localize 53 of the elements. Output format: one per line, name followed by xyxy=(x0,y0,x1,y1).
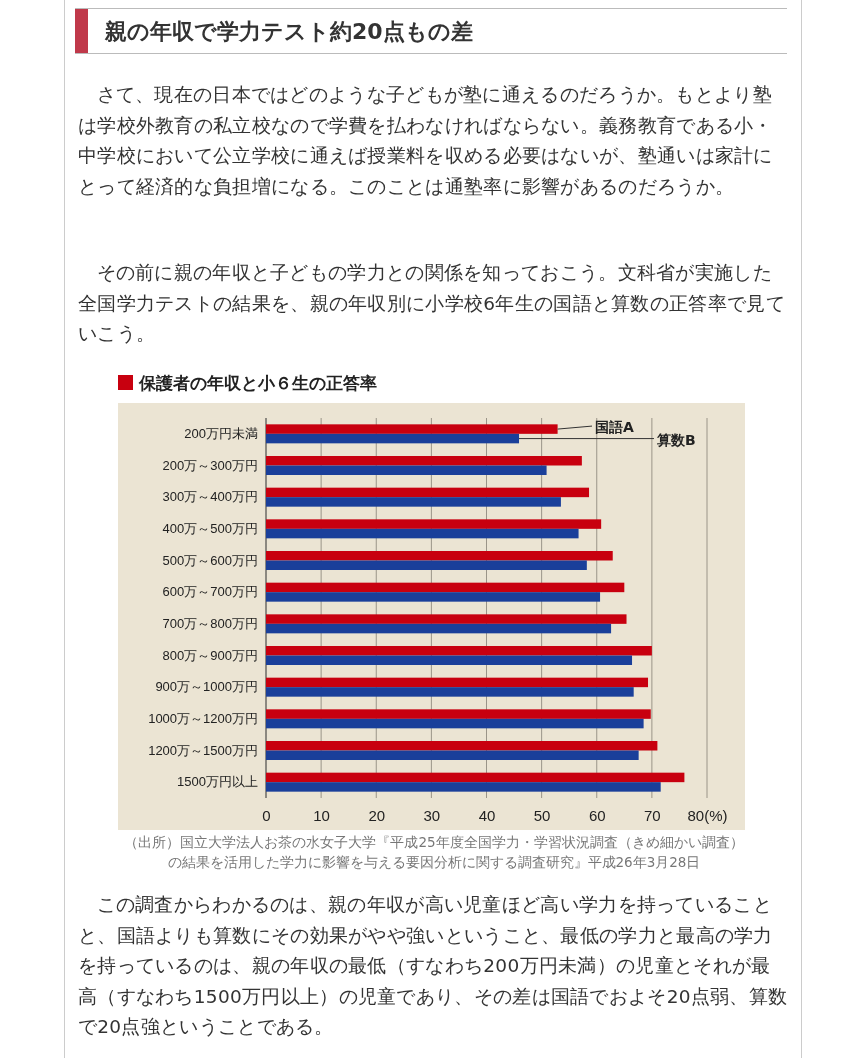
x-tick-label: 20 xyxy=(368,806,386,824)
y-tick-label: 500万～600万円 xyxy=(162,552,258,568)
bar xyxy=(266,465,547,475)
bar xyxy=(266,614,627,624)
bar xyxy=(266,528,579,539)
bar xyxy=(266,433,520,444)
bar xyxy=(266,772,685,783)
text: （出所）国立大学法人お茶の水女子大学『平成25年度全国学力・学習状況調査（きめ細かい調査）の結果を活用した学力に影響を与える要因分析に関する調査研究』平成26年3月28日 xyxy=(123,833,745,872)
x-tick-label: 40 xyxy=(478,806,496,824)
y-tick-label: 800万～900万円 xyxy=(162,647,258,663)
bar xyxy=(266,623,612,634)
bar xyxy=(266,709,651,719)
bar xyxy=(266,718,644,729)
bar xyxy=(266,687,634,697)
x-tick-label: 80(%) xyxy=(687,806,728,824)
bar xyxy=(266,741,658,751)
bar xyxy=(266,782,661,792)
x-tick-label: 0 xyxy=(262,806,271,824)
bar xyxy=(266,551,613,561)
bar xyxy=(266,750,639,760)
bar xyxy=(266,519,602,529)
bar xyxy=(266,655,633,665)
bar xyxy=(266,487,590,498)
bar xyxy=(266,646,652,656)
bar xyxy=(266,497,561,507)
series-label: 国語A xyxy=(595,419,634,436)
text: この調査からわかるのは、親の年収が高い児童ほど高い学力を持っていることと、国語よりも算数にその効果がやや強いということ、最低の学力と最高の学力を持っているのは、親の年収の最低（すなわち200万円未満）の児童とそれが最高（すなわち1500万円以上）の児童であり、その差は国語でおよそ20点弱、算数で20点強ということである。 xyxy=(78,893,788,1039)
chart-title: 保護者の年収と小６生の正答率 xyxy=(138,373,377,393)
text: 親の年収で学力テスト約20点もの差 xyxy=(105,18,473,46)
text: 算数B xyxy=(656,431,696,448)
y-tick-label: 1200万～1500万円 xyxy=(148,742,258,758)
y-tick-label: 1000万～1200万円 xyxy=(148,710,258,726)
x-tick-label: 60 xyxy=(588,806,606,824)
y-tick-label: 200万～300万円 xyxy=(162,457,258,473)
x-tick-label: 30 xyxy=(423,806,441,824)
bar xyxy=(266,582,625,593)
y-tick-label: 600万～700万円 xyxy=(162,584,258,600)
bar xyxy=(266,424,558,434)
bar xyxy=(266,560,587,570)
x-tick-label: 70 xyxy=(644,806,661,824)
bar xyxy=(266,677,649,688)
y-tick-label: 900万～1000万円 xyxy=(155,679,258,695)
x-tick-label: 50 xyxy=(533,806,551,824)
x-tick-label: 10 xyxy=(313,806,330,824)
y-tick-label: 700万～800万円 xyxy=(162,615,258,631)
y-tick-label: 200万円未満 xyxy=(184,425,258,441)
text: さて、現在の日本ではどのような子どもが塾に通えるのだろうか。もとより塾は学校外教育の私立校なので学費を払わなければならない。義務教育である小・中学校において公立学校に通えば授業料を収める必要はないが、塾通いは家計にとって経済的な負担増になる。このことは通塾率に影響があるのだろうか。 xyxy=(78,83,774,199)
bar xyxy=(266,456,582,466)
bar xyxy=(266,592,601,602)
y-tick-label: 1500万円以上 xyxy=(177,774,258,790)
y-tick-label: 400万～500万円 xyxy=(162,520,258,536)
text: その前に親の年収と子どもの学力との関係を知っておこう。文科省が実施した全国学力テストの結果を、親の年収別に小学校6年生の国語と算数の正答率で見ていこう。 xyxy=(78,261,786,346)
y-tick-label: 300万～400万円 xyxy=(162,489,258,505)
